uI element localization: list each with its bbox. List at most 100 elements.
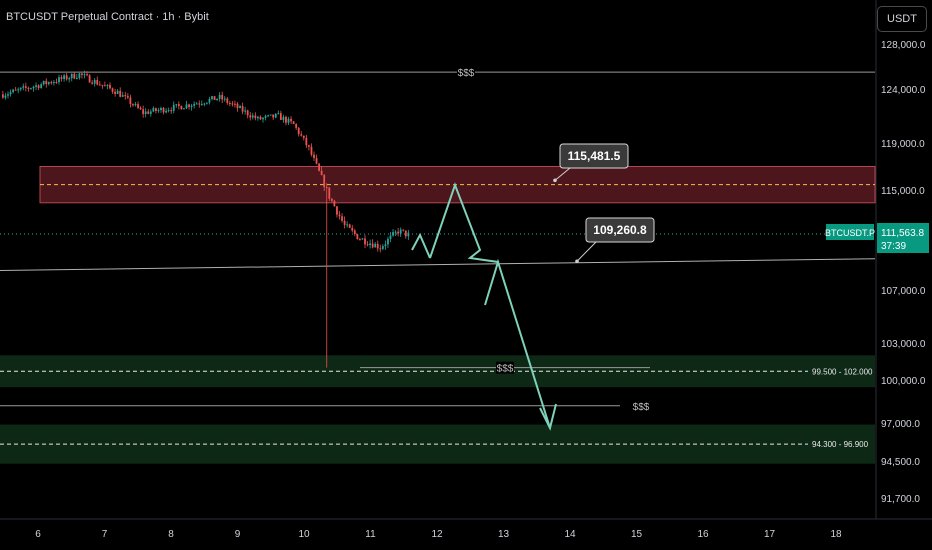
current-price-value: 111,563.8 bbox=[881, 228, 924, 239]
candle-body bbox=[119, 90, 122, 97]
candle-body bbox=[381, 246, 384, 249]
candle-body bbox=[348, 224, 351, 228]
candle-body bbox=[116, 90, 119, 94]
candle-body bbox=[93, 79, 96, 84]
candle-body bbox=[254, 115, 257, 119]
candle-body bbox=[366, 244, 369, 246]
candle-body bbox=[290, 118, 292, 122]
candle-body bbox=[346, 224, 349, 226]
candle-body bbox=[213, 96, 216, 100]
price-axis[interactable]: 128,000.0 124,000.0 119,000.0 115,000.0 107,… bbox=[825, 0, 932, 550]
lines-layer: $$$ $$$ $$$ bbox=[0, 66, 876, 413]
candle-body bbox=[338, 214, 341, 217]
price-tick-label: 124,000.0 bbox=[881, 85, 926, 96]
candle-body bbox=[295, 124, 298, 128]
candle-body bbox=[185, 104, 188, 109]
candle-body bbox=[160, 108, 162, 111]
price-tick-label: 91,700.0 bbox=[881, 494, 920, 505]
candle-body bbox=[50, 82, 53, 84]
candle-body bbox=[200, 103, 203, 105]
candle-body bbox=[392, 232, 394, 236]
candle-body bbox=[157, 110, 160, 112]
candle-body bbox=[32, 86, 35, 89]
candle-body bbox=[86, 74, 88, 76]
candle-body bbox=[241, 106, 244, 112]
candle-body bbox=[359, 239, 361, 241]
candle-body bbox=[244, 110, 247, 112]
candle-body bbox=[144, 111, 147, 114]
candle-body bbox=[302, 135, 305, 138]
candle-body bbox=[12, 89, 14, 93]
time-tick-label: 18 bbox=[830, 529, 842, 540]
candle-body bbox=[70, 73, 73, 79]
candle-body bbox=[351, 227, 354, 231]
candle-body bbox=[37, 85, 40, 88]
candle-body bbox=[139, 107, 142, 110]
candle-body bbox=[318, 163, 320, 171]
current-price-countdown: 37:39 bbox=[881, 241, 906, 252]
price-tick-label: 119,000.0 bbox=[881, 139, 925, 150]
time-axis-bg bbox=[0, 519, 932, 550]
time-tick-label: 8 bbox=[168, 529, 174, 540]
current-price-tag bbox=[877, 223, 929, 253]
callout-label: 109,260.8 bbox=[593, 223, 647, 237]
candle-body bbox=[272, 114, 275, 118]
candle-body bbox=[4, 95, 7, 98]
candle-body bbox=[175, 104, 178, 106]
candle-body bbox=[177, 104, 180, 107]
time-tick-label: 10 bbox=[298, 529, 310, 540]
candle-body bbox=[336, 206, 338, 215]
candle-body bbox=[211, 96, 213, 99]
liquidity-label: $$$ bbox=[497, 364, 514, 375]
candle-body bbox=[2, 94, 4, 98]
candle-body bbox=[361, 238, 364, 240]
candle-body bbox=[53, 82, 55, 84]
time-tick-label: 9 bbox=[235, 529, 241, 540]
liquidity-label-bg bbox=[632, 399, 650, 412]
candle-body bbox=[269, 114, 272, 116]
callout-box bbox=[585, 217, 655, 243]
demand-zone-label: 99.500 - 102.000 bbox=[812, 367, 873, 376]
candle-body bbox=[341, 216, 343, 221]
candle-body bbox=[315, 158, 318, 164]
time-tick-label: 15 bbox=[631, 529, 643, 540]
callout-anchor bbox=[575, 259, 579, 264]
time-tick-label: 7 bbox=[102, 529, 108, 540]
candle-body bbox=[7, 94, 9, 96]
candle-body bbox=[198, 103, 201, 105]
candle-body bbox=[35, 85, 37, 87]
candle-body bbox=[134, 104, 137, 106]
callout-box bbox=[559, 143, 629, 169]
candle-body bbox=[47, 82, 50, 84]
price-tick-label: 103,000.0 bbox=[881, 339, 926, 350]
candle-body bbox=[313, 154, 315, 159]
candle-body bbox=[91, 82, 94, 84]
candle-body bbox=[208, 98, 211, 103]
candle-body bbox=[55, 82, 58, 84]
symbol-tag bbox=[826, 224, 874, 240]
price-tick-label: 100,000.0 bbox=[881, 376, 926, 387]
candle-body bbox=[132, 104, 134, 106]
candle-body bbox=[170, 110, 173, 112]
candle-body bbox=[83, 74, 86, 76]
candle-body bbox=[297, 127, 300, 135]
candle-body bbox=[407, 232, 410, 237]
candle-body bbox=[384, 244, 387, 247]
candle-body bbox=[333, 200, 336, 207]
candle-body bbox=[228, 102, 231, 104]
candle-body bbox=[121, 95, 124, 97]
candle-body bbox=[249, 115, 252, 118]
candle-body bbox=[246, 110, 249, 116]
candle-body bbox=[374, 243, 377, 248]
candle-body bbox=[9, 92, 12, 95]
candle-body bbox=[81, 73, 83, 75]
projection-layer bbox=[411, 182, 557, 431]
candle-body bbox=[19, 87, 22, 90]
time-axis[interactable]: 6 7 8 9 10 11 12 13 14 15 16 17 18 bbox=[0, 518, 932, 550]
currency-button[interactable]: USDT bbox=[877, 6, 927, 32]
price-axis-bg bbox=[876, 0, 932, 550]
candle-body bbox=[106, 84, 109, 86]
candle-body bbox=[328, 187, 331, 199]
candle-body bbox=[183, 108, 185, 110]
